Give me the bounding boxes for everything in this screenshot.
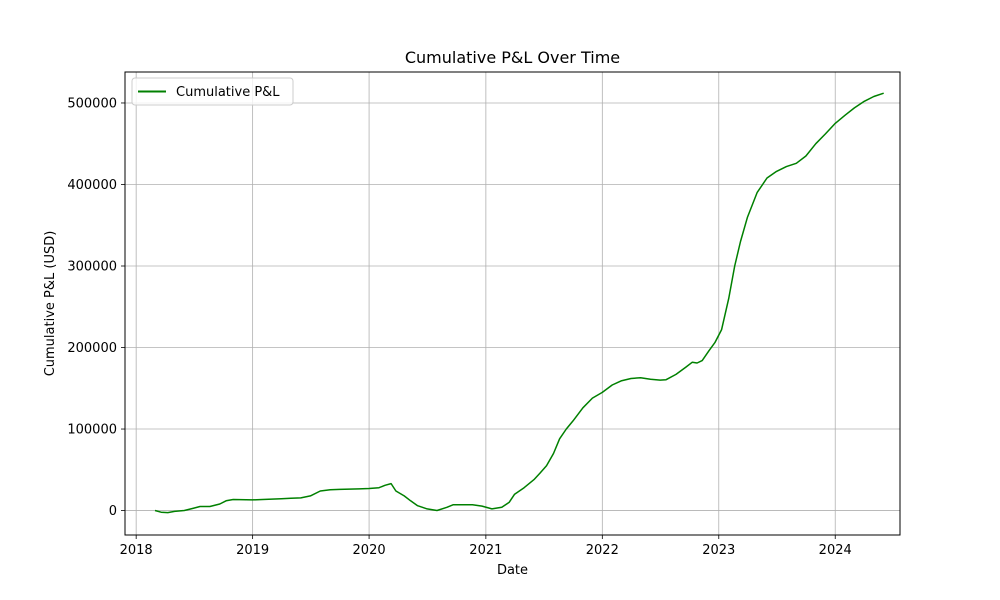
y-tick-label: 500000 [67,96,117,111]
x-axis: 2018 2019 2020 2021 2022 2023 2024 [120,535,852,558]
series-line-cumulative-pnl [154,92,884,514]
y-tick-label: 200000 [67,341,117,356]
chart-title: Cumulative P&L Over Time [405,48,620,67]
plot-frame [124,71,901,536]
x-tick-label: 2022 [586,543,619,558]
x-axis-label: Date [497,563,528,578]
y-axis-label: Cumulative P&L (USD) [43,231,58,377]
legend: Cumulative P&L [131,77,294,106]
y-tick-label: 400000 [67,178,117,193]
legend-label: Cumulative P&L [176,85,280,100]
grid [125,72,900,535]
x-tick-label: 2018 [120,543,153,558]
x-tick-label: 2020 [353,543,386,558]
legend-box [131,77,294,106]
x-tick-label: 2021 [469,543,502,558]
y-tick-label: 0 [109,504,117,519]
y-tick-label: 100000 [67,423,117,438]
x-tick-label: 2019 [236,543,269,558]
x-tick-label: 2023 [702,543,735,558]
y-tick-label: 300000 [67,260,117,275]
series-layer [154,92,884,514]
x-tick-label: 2024 [819,543,852,558]
y-axis: 0 100000 200000 300000 400000 500000 [67,96,125,519]
